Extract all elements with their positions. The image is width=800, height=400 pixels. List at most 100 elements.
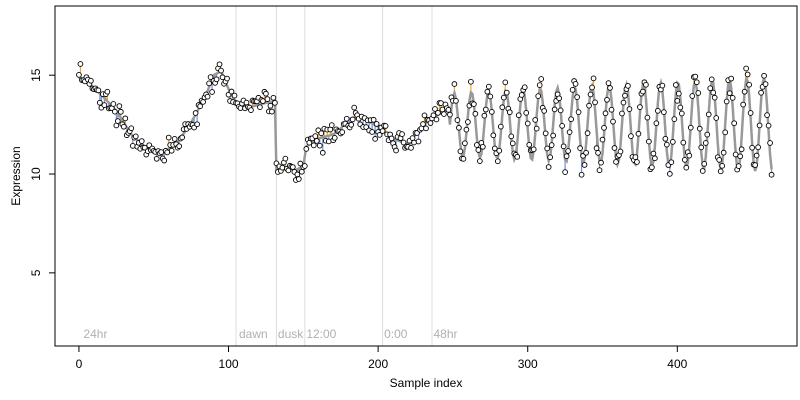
data-point bbox=[318, 130, 325, 137]
data-point bbox=[481, 112, 488, 119]
data-point bbox=[607, 85, 613, 91]
data-point bbox=[263, 90, 269, 97]
data-point bbox=[726, 90, 733, 97]
data-point bbox=[722, 129, 729, 136]
data-point bbox=[456, 124, 462, 131]
data-point bbox=[477, 158, 483, 164]
data-point bbox=[485, 83, 492, 90]
data-point bbox=[111, 108, 118, 115]
data-point bbox=[116, 103, 123, 109]
data-point bbox=[349, 116, 356, 123]
phase-label: dusk bbox=[278, 327, 304, 341]
data-point bbox=[295, 176, 302, 182]
data-point bbox=[746, 81, 752, 88]
data-point bbox=[535, 93, 542, 99]
x-axis-label: Sample index bbox=[390, 376, 463, 390]
data-point bbox=[129, 143, 136, 149]
data-point bbox=[649, 164, 655, 171]
data-point bbox=[625, 82, 631, 89]
data-point bbox=[399, 131, 405, 137]
data-point bbox=[206, 80, 212, 87]
phase-label: dawn bbox=[239, 327, 268, 341]
data-point bbox=[707, 85, 714, 92]
data-point bbox=[704, 131, 711, 138]
data-point bbox=[463, 126, 470, 133]
data-point bbox=[575, 109, 582, 115]
data-point bbox=[545, 164, 552, 170]
data-point bbox=[376, 132, 383, 138]
data-point bbox=[598, 159, 604, 166]
data-point bbox=[282, 155, 289, 162]
x-tick-label: 300 bbox=[518, 357, 538, 371]
data-point bbox=[497, 123, 504, 130]
data-point bbox=[224, 75, 230, 82]
data-point bbox=[650, 150, 657, 157]
data-point bbox=[559, 123, 565, 129]
data-point bbox=[581, 162, 588, 168]
data-point bbox=[622, 92, 628, 99]
data-point bbox=[532, 117, 539, 123]
data-point bbox=[257, 104, 263, 111]
data-point bbox=[209, 89, 215, 95]
y-tick-label: 15 bbox=[29, 68, 43, 82]
data-point bbox=[373, 121, 380, 127]
data-point bbox=[153, 155, 160, 162]
data-point bbox=[430, 112, 437, 119]
data-point bbox=[749, 144, 755, 151]
y-tick-label: 5 bbox=[29, 269, 43, 276]
data-point bbox=[741, 88, 748, 95]
data-point bbox=[301, 163, 308, 169]
data-point bbox=[565, 148, 571, 154]
data-point bbox=[325, 138, 332, 145]
data-point bbox=[767, 140, 773, 146]
data-point bbox=[566, 129, 573, 136]
data-point bbox=[165, 134, 172, 141]
data-point bbox=[496, 147, 503, 154]
phase-label: 0:00 bbox=[384, 327, 408, 341]
data-point bbox=[547, 154, 554, 161]
data-point bbox=[248, 107, 254, 113]
phase-dividers bbox=[235, 6, 433, 346]
data-point bbox=[97, 99, 103, 106]
data-point bbox=[536, 82, 543, 88]
data-point bbox=[711, 94, 718, 101]
data-point bbox=[674, 97, 681, 104]
data-point bbox=[584, 130, 591, 136]
data-point bbox=[474, 142, 480, 148]
y-axis-label: Expression bbox=[9, 146, 23, 205]
data-point bbox=[548, 142, 555, 148]
data-point bbox=[494, 158, 501, 165]
data-point bbox=[672, 82, 679, 88]
data-point bbox=[758, 89, 764, 96]
data-point bbox=[608, 106, 615, 113]
x-tick-label: 200 bbox=[368, 357, 388, 371]
data-point bbox=[370, 116, 377, 123]
data-point bbox=[610, 118, 616, 125]
data-point bbox=[298, 168, 305, 175]
x-tick-label: 400 bbox=[667, 357, 687, 371]
data-point bbox=[114, 118, 121, 124]
data-point bbox=[351, 104, 358, 111]
data-point bbox=[634, 159, 640, 165]
data-point bbox=[76, 72, 82, 78]
phase-annotations: 24hr dawn dusk 12:00 0:00 48hr bbox=[83, 327, 457, 341]
data-point bbox=[723, 98, 730, 105]
data-point bbox=[578, 171, 585, 178]
y-axis: 5 10 15 bbox=[29, 68, 56, 276]
data-point bbox=[179, 134, 186, 141]
data-point bbox=[551, 106, 558, 113]
data-point bbox=[427, 120, 434, 126]
data-point bbox=[593, 145, 600, 152]
data-point bbox=[523, 110, 530, 116]
data-point bbox=[506, 109, 513, 116]
data-point bbox=[761, 72, 767, 79]
data-point bbox=[128, 125, 135, 132]
data-point bbox=[479, 143, 486, 150]
data-point bbox=[465, 119, 471, 125]
data-point bbox=[168, 147, 175, 154]
data-point bbox=[475, 147, 482, 153]
x-tick-label: 100 bbox=[219, 357, 239, 371]
data-point bbox=[617, 148, 624, 155]
data-point bbox=[731, 120, 738, 127]
data-point bbox=[471, 101, 477, 108]
